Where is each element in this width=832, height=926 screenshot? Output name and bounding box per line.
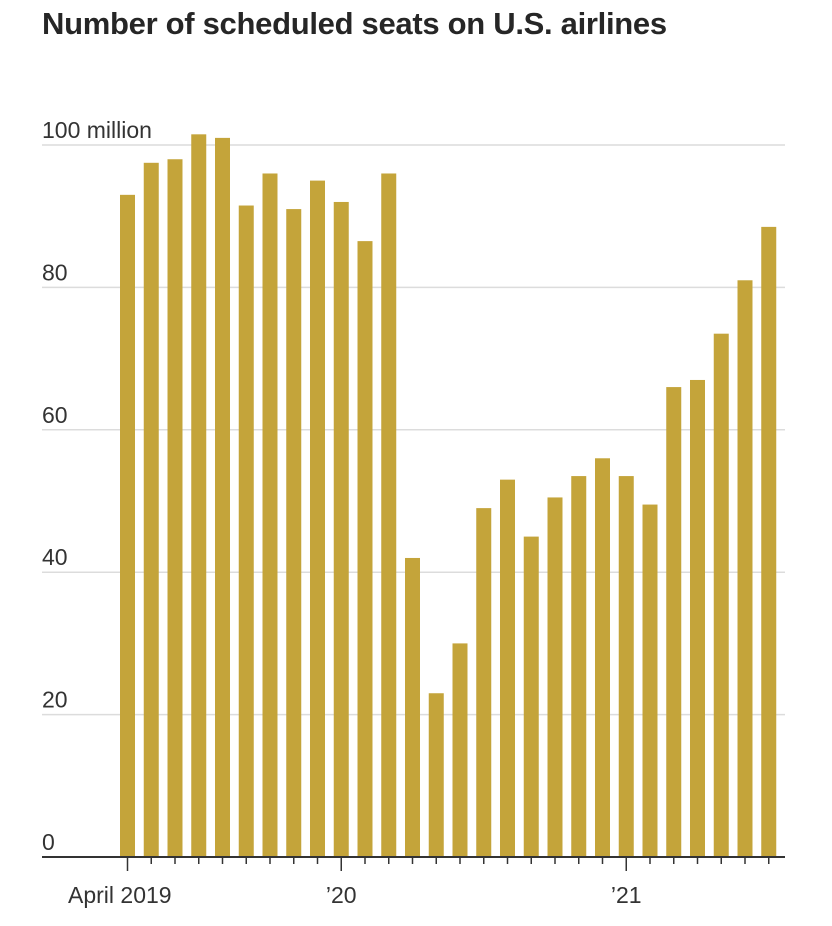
bar xyxy=(310,180,325,858)
bar xyxy=(381,173,397,858)
x-tick-label: ’20 xyxy=(326,882,357,908)
bar xyxy=(405,557,420,857)
y-tick-label: 60 xyxy=(42,402,68,428)
tick-labels: 0 20 40 60 80 100 million April 2019 ’20 ’21 xyxy=(42,117,642,908)
bar xyxy=(452,643,468,857)
y-tick-label: 40 xyxy=(42,544,68,570)
bar xyxy=(595,458,610,857)
bar xyxy=(666,387,682,857)
bar xyxy=(523,536,539,857)
bar xyxy=(618,476,634,857)
bar xyxy=(286,209,302,857)
y-tick-label: 0 xyxy=(42,829,55,855)
bar xyxy=(571,476,587,857)
bar xyxy=(690,379,705,857)
x-axis xyxy=(42,856,785,871)
bar xyxy=(191,134,207,857)
bar xyxy=(120,194,135,858)
bar xyxy=(642,504,658,857)
bar xyxy=(215,137,230,857)
bar xyxy=(357,241,373,857)
bar xyxy=(500,479,515,857)
y-tick-label: 100 million xyxy=(42,117,152,143)
bar xyxy=(761,226,777,857)
bar xyxy=(262,173,278,858)
bars xyxy=(120,134,777,858)
bar xyxy=(428,693,444,857)
bar xyxy=(476,508,492,857)
x-tick-label: April 2019 xyxy=(68,882,172,908)
bar xyxy=(737,280,753,857)
bar xyxy=(143,162,159,858)
chart-title: Number of scheduled seats on U.S. airlin… xyxy=(42,6,667,41)
bar xyxy=(713,333,729,857)
y-tick-label: 80 xyxy=(42,259,68,285)
bar xyxy=(547,497,563,857)
bar xyxy=(167,159,183,858)
bar xyxy=(333,201,349,857)
y-tick-label: 20 xyxy=(42,687,68,713)
x-tick-label: ’21 xyxy=(611,882,642,908)
bar xyxy=(238,205,254,857)
